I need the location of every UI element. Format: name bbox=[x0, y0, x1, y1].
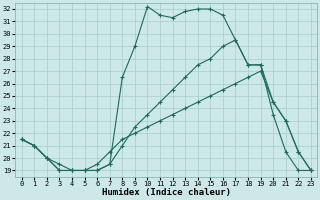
X-axis label: Humidex (Indice chaleur): Humidex (Indice chaleur) bbox=[102, 188, 231, 197]
